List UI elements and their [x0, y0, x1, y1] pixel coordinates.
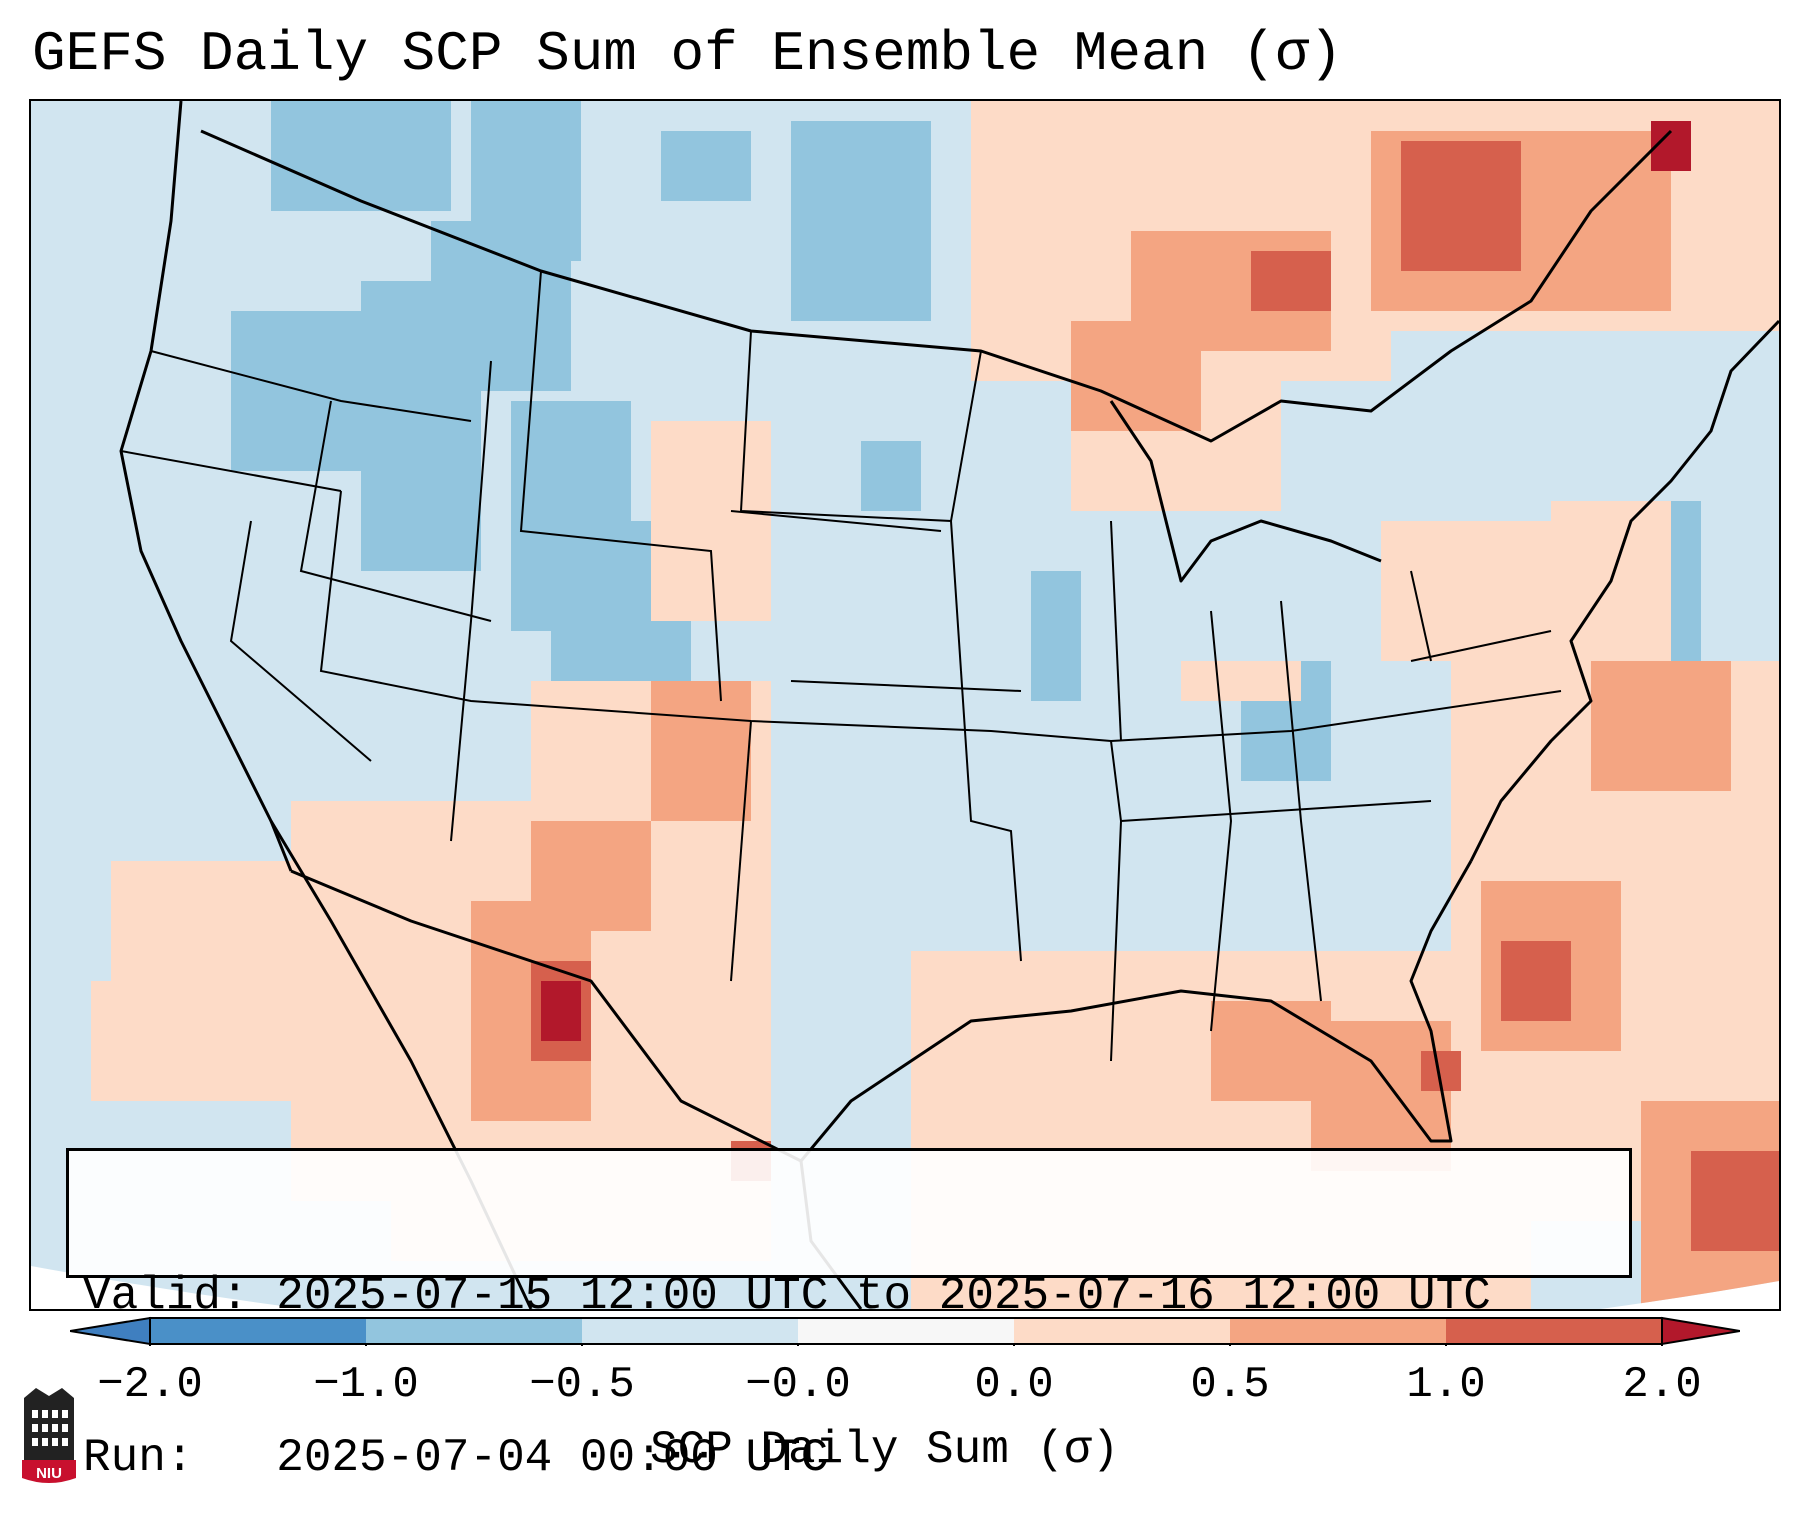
valid-run-info-box: Valid: 2025-07-15 12:00 UTC to 2025-07-1… [66, 1148, 1632, 1484]
colorbar-tick-label: −0.5 [529, 1360, 635, 1410]
state-outlines [120, 270, 1562, 1062]
map-panel [29, 99, 1781, 1311]
colorbar-tick-label: −2.0 [97, 1360, 203, 1410]
colorbar-tick-label: −0.0 [745, 1360, 851, 1410]
scp-field [31, 101, 1779, 1309]
colorbar-segment-neutral [798, 1318, 1014, 1344]
map-title: GEFS Daily SCP Sum of Ensemble Mean (σ) [32, 22, 1343, 86]
valid-time-text: Valid: 2025-07-15 12:00 UTC to 2025-07-1… [83, 1270, 1491, 1322]
colorbar-tick-label: −1.0 [313, 1360, 419, 1410]
niu-logo-text: NIU [36, 1465, 62, 1482]
colorbar-over-arrow [1661, 1316, 1740, 1346]
colorbar-segment-pos-mid [1230, 1318, 1446, 1344]
colorbar-segment-pos-strong [1446, 1318, 1662, 1344]
extreme-positive-areas [541, 121, 1691, 1041]
colorbar-tick-label: 1.0 [1406, 1360, 1486, 1410]
colorbar-segment-pos-weak [1014, 1318, 1230, 1344]
colorbar-tick-label: 0.0 [974, 1360, 1054, 1410]
run-time-text: Run: 2025-07-04 00:00 UTC [83, 1432, 829, 1484]
colorbar-segment-neg-weak [582, 1318, 798, 1344]
map-canvas [31, 101, 1779, 1309]
colorbar-label: SCP Daily Sum (σ) [650, 1424, 1120, 1476]
colorbar [70, 1316, 1740, 1346]
colorbar-under-arrow [70, 1316, 151, 1346]
colorbar-segment-neg-strong [150, 1318, 366, 1344]
colorbar-tick-label: 0.5 [1190, 1360, 1270, 1410]
niu-logo-graphic [22, 1388, 76, 1483]
colorbar-tick-label: 2.0 [1622, 1360, 1702, 1410]
colorbar-segment-neg-mid [366, 1318, 582, 1344]
niu-logo: NIU [20, 1388, 78, 1486]
